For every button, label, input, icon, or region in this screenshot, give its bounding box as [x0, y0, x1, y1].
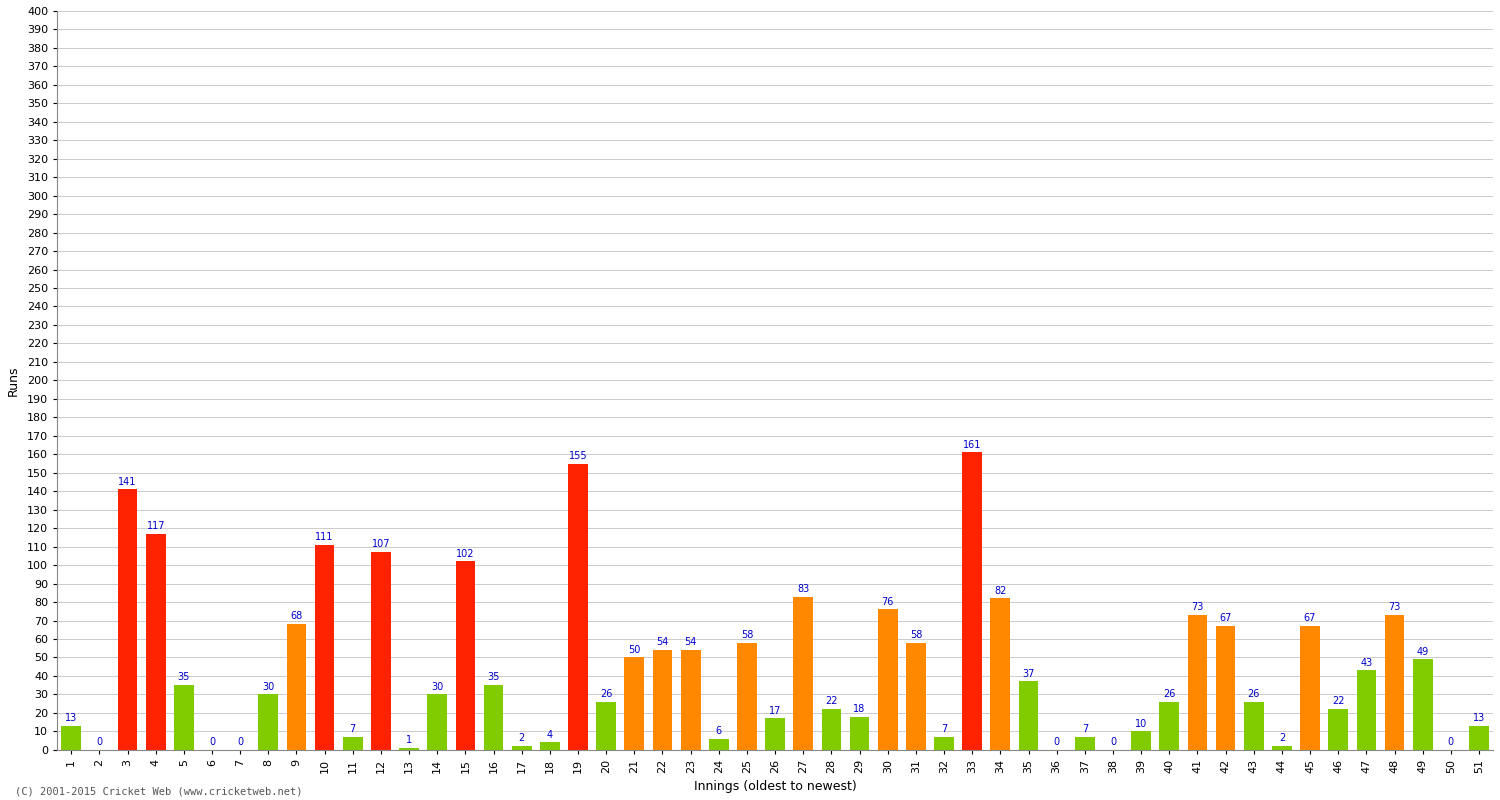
Bar	[710, 738, 729, 750]
Bar	[1076, 737, 1095, 750]
Text: 35: 35	[488, 673, 500, 682]
Text: 76: 76	[882, 597, 894, 606]
Bar	[849, 717, 870, 750]
Bar	[906, 642, 926, 750]
Text: 0: 0	[1110, 737, 1116, 747]
Bar	[399, 748, 418, 750]
Bar	[1244, 702, 1263, 750]
Text: 54: 54	[657, 638, 669, 647]
Text: 50: 50	[628, 645, 640, 654]
Bar	[456, 562, 476, 750]
Bar	[540, 742, 560, 750]
Text: 0: 0	[237, 737, 243, 747]
Bar	[1272, 746, 1292, 750]
Bar	[568, 463, 588, 750]
Text: 43: 43	[1360, 658, 1372, 668]
Text: 13: 13	[1473, 713, 1485, 723]
Text: 111: 111	[315, 532, 334, 542]
Bar	[681, 650, 700, 750]
Bar	[1131, 731, 1150, 750]
Bar	[483, 685, 504, 750]
Bar	[62, 726, 81, 750]
Text: 35: 35	[177, 673, 190, 682]
Bar	[652, 650, 672, 750]
Text: 26: 26	[1162, 689, 1176, 699]
Text: 18: 18	[853, 704, 865, 714]
Bar	[963, 453, 982, 750]
Text: 4: 4	[548, 730, 554, 740]
Bar	[822, 709, 842, 750]
Bar	[624, 658, 644, 750]
Text: 22: 22	[1332, 697, 1344, 706]
Text: 7: 7	[940, 724, 946, 734]
Bar	[117, 490, 138, 750]
Text: 0: 0	[96, 737, 102, 747]
Text: 58: 58	[909, 630, 922, 640]
Text: 7: 7	[350, 724, 355, 734]
Text: 67: 67	[1304, 614, 1316, 623]
Bar	[370, 552, 392, 750]
Text: 17: 17	[770, 706, 782, 716]
Bar	[1384, 615, 1404, 750]
Text: 58: 58	[741, 630, 753, 640]
Text: 30: 30	[262, 682, 274, 692]
Text: 26: 26	[1248, 689, 1260, 699]
Text: 37: 37	[1023, 669, 1035, 678]
Text: 2: 2	[1280, 734, 1286, 743]
Bar	[1188, 615, 1208, 750]
Text: 0: 0	[209, 737, 214, 747]
X-axis label: Innings (oldest to newest): Innings (oldest to newest)	[693, 780, 856, 793]
Text: 68: 68	[291, 611, 303, 622]
Bar	[315, 545, 334, 750]
Bar	[1160, 702, 1179, 750]
Bar	[990, 598, 1010, 750]
Text: 141: 141	[118, 477, 136, 486]
Bar	[794, 597, 813, 750]
Text: 155: 155	[568, 450, 588, 461]
Bar	[1468, 726, 1490, 750]
Text: 107: 107	[372, 539, 390, 550]
Bar	[512, 746, 531, 750]
Text: 54: 54	[684, 638, 698, 647]
Text: 82: 82	[994, 586, 1006, 595]
Bar	[1019, 682, 1038, 750]
Bar	[1413, 659, 1432, 750]
Text: 0: 0	[1053, 737, 1059, 747]
Bar	[427, 694, 447, 750]
Text: 2: 2	[519, 734, 525, 743]
Text: 13: 13	[64, 713, 78, 723]
Text: (C) 2001-2015 Cricket Web (www.cricketweb.net): (C) 2001-2015 Cricket Web (www.cricketwe…	[15, 786, 303, 796]
Text: 0: 0	[1448, 737, 1454, 747]
Y-axis label: Runs: Runs	[8, 365, 20, 396]
Bar	[1329, 709, 1348, 750]
Text: 83: 83	[796, 584, 810, 594]
Text: 73: 73	[1389, 602, 1401, 612]
Bar	[878, 610, 897, 750]
Text: 102: 102	[456, 549, 474, 558]
Text: 26: 26	[600, 689, 612, 699]
Bar	[597, 702, 616, 750]
Text: 1: 1	[406, 735, 412, 746]
Bar	[765, 718, 784, 750]
Bar	[344, 737, 363, 750]
Text: 30: 30	[430, 682, 444, 692]
Text: 73: 73	[1191, 602, 1203, 612]
Text: 10: 10	[1136, 718, 1148, 729]
Bar	[736, 642, 758, 750]
Bar	[1300, 626, 1320, 750]
Bar	[1215, 626, 1236, 750]
Text: 22: 22	[825, 697, 837, 706]
Text: 67: 67	[1220, 614, 1232, 623]
Bar	[146, 534, 165, 750]
Text: 161: 161	[963, 440, 981, 450]
Text: 117: 117	[147, 521, 165, 531]
Text: 49: 49	[1416, 646, 1430, 657]
Bar	[286, 624, 306, 750]
Text: 6: 6	[716, 726, 722, 736]
Text: 7: 7	[1082, 724, 1088, 734]
Bar	[1356, 670, 1376, 750]
Bar	[174, 685, 194, 750]
Bar	[258, 694, 278, 750]
Bar	[934, 737, 954, 750]
